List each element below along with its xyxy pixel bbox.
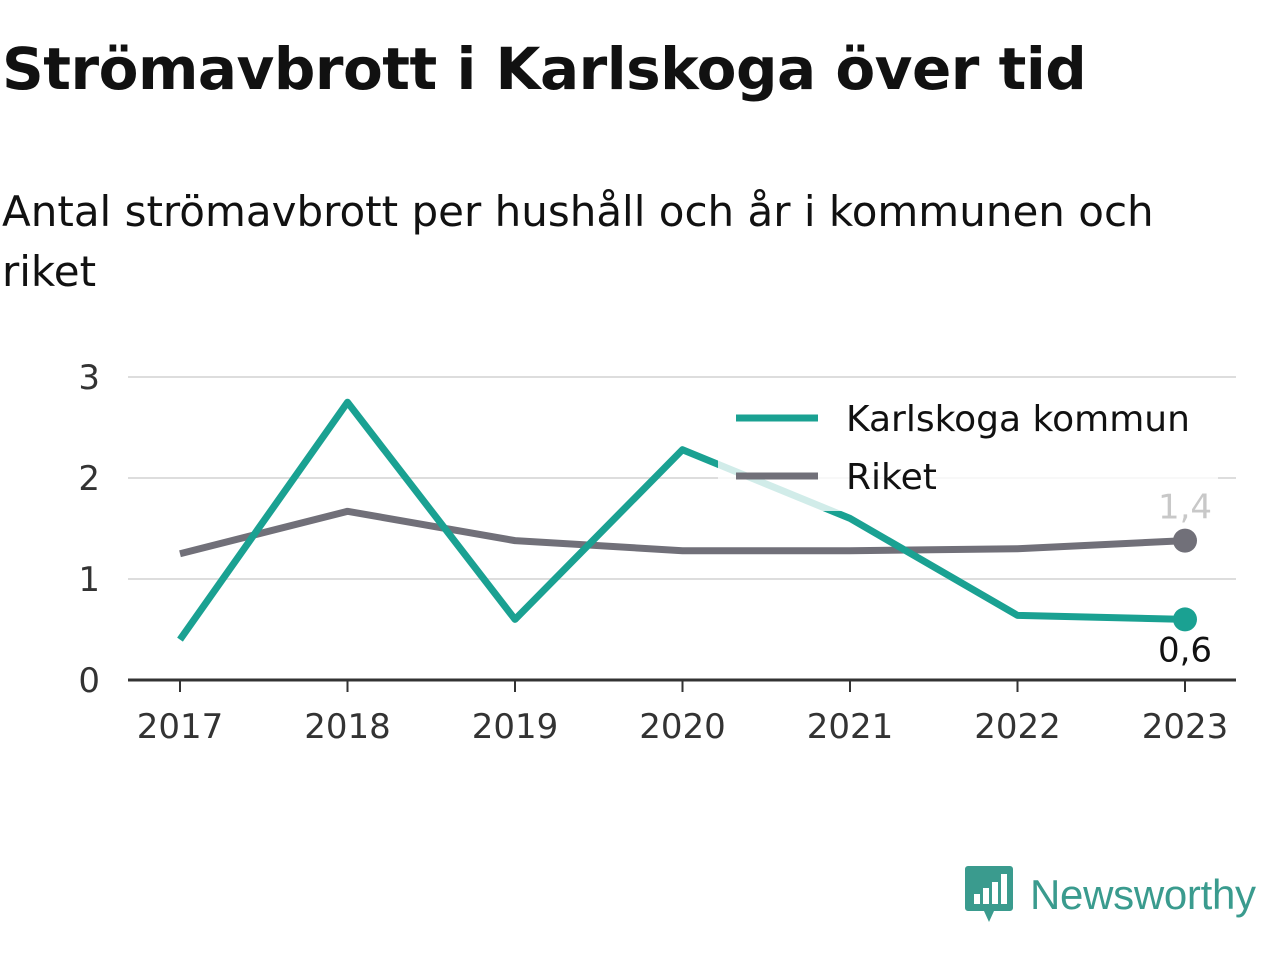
end-labels: 0,6 1,4 xyxy=(1158,488,1212,671)
x-tick-label: 2018 xyxy=(304,707,391,747)
line-chart: 0 1 2 3 2017 2018 2019 2020 2021 2022 2023 Karlsk… xyxy=(78,358,1236,747)
end-label-riket: 1,4 xyxy=(1158,488,1212,528)
y-tick-label: 2 xyxy=(78,459,100,499)
brand-name: Newsworthy xyxy=(1030,871,1256,918)
chart-title: Strömavbrott i Karlskoga över tid xyxy=(2,35,1087,103)
legend-label-karlskoga-kommun: Karlskoga kommun xyxy=(846,399,1190,440)
newsworthy-logo-icon xyxy=(965,866,1013,922)
brand-logo: Newsworthy xyxy=(964,864,1256,926)
y-tick-label: 0 xyxy=(78,661,100,701)
series-line-riket xyxy=(179,507,1186,558)
x-tick-label: 2020 xyxy=(639,707,726,747)
series-lines xyxy=(177,398,1197,642)
x-tick-label: 2022 xyxy=(974,707,1061,747)
y-axis: 0 1 2 3 xyxy=(78,358,100,701)
end-label-karlskoga-kommun: 0,6 xyxy=(1158,630,1212,670)
legend: Karlskoga kommun Riket xyxy=(718,396,1218,511)
y-tick-label: 1 xyxy=(78,560,100,600)
x-tick-label: 2019 xyxy=(472,707,559,747)
end-point-riket xyxy=(1173,528,1197,553)
x-tick-label: 2017 xyxy=(137,707,224,747)
x-tick-label: 2021 xyxy=(807,707,894,747)
chart-subtitle: Antal strömavbrott per hushåll och år i … xyxy=(2,187,1154,296)
x-tick-label: 2023 xyxy=(1142,707,1229,747)
end-point-karlskoga-kommun xyxy=(1173,607,1197,632)
x-axis: 2017 2018 2019 2020 2021 2022 2023 xyxy=(128,678,1236,747)
y-tick-label: 3 xyxy=(78,358,100,398)
legend-label-riket: Riket xyxy=(846,457,937,498)
